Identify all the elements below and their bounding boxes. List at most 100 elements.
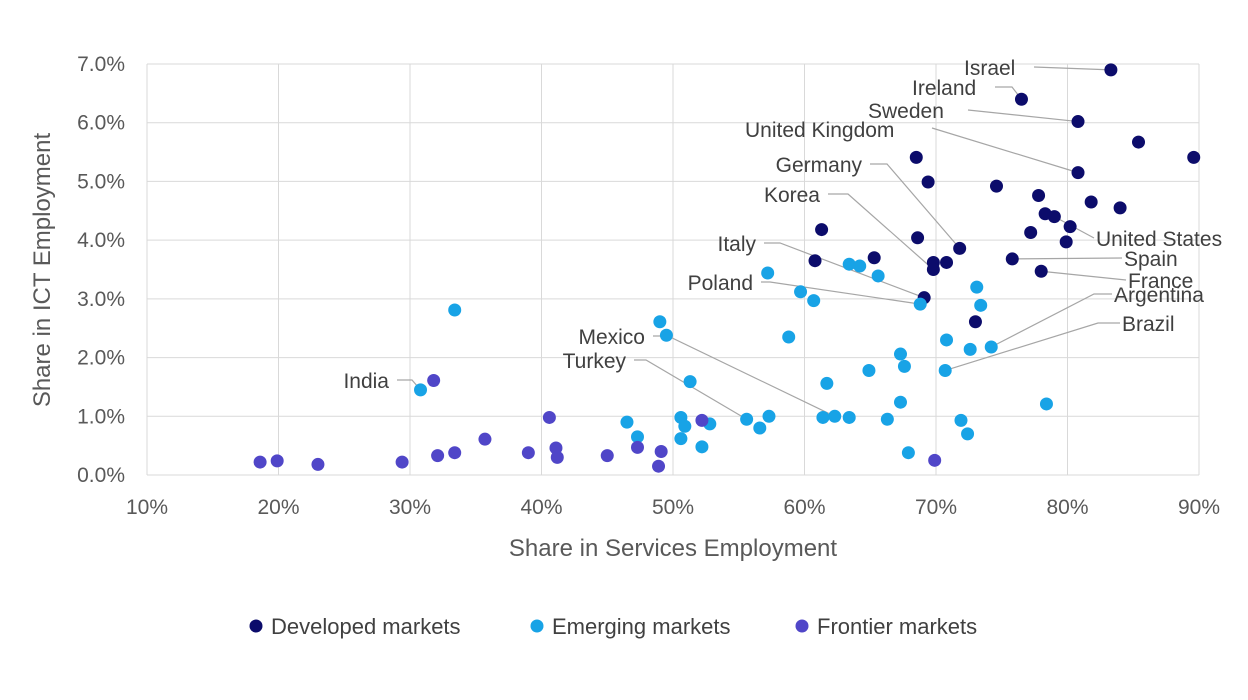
data-point xyxy=(521,446,535,460)
data-point xyxy=(954,413,968,427)
data-point xyxy=(1034,264,1048,278)
y-tick-label: 7.0% xyxy=(77,53,125,76)
data-point xyxy=(928,453,942,467)
annotation-label: Poland xyxy=(688,272,753,295)
y-tick-label: 4.0% xyxy=(77,229,125,252)
annotation-label: United States xyxy=(1096,228,1222,251)
data-point xyxy=(853,259,867,273)
annotation-leader xyxy=(764,242,925,299)
annotation-label: Brazil xyxy=(1122,313,1175,336)
data-point xyxy=(761,266,775,280)
data-point xyxy=(970,280,984,294)
data-point xyxy=(1132,135,1146,149)
data-point xyxy=(880,412,894,426)
x-tick-label: 80% xyxy=(1046,496,1088,519)
x-tick-label: 60% xyxy=(783,496,825,519)
legend-label: Emerging markets xyxy=(552,614,731,639)
gridlines xyxy=(146,63,1200,476)
data-point xyxy=(654,445,668,459)
data-point xyxy=(820,376,834,390)
x-tick-label: 50% xyxy=(652,496,694,519)
annotation-label: Italy xyxy=(717,233,756,256)
data-point xyxy=(1187,150,1201,164)
data-point xyxy=(311,457,325,471)
data-point xyxy=(674,432,688,446)
data-point xyxy=(431,449,445,463)
data-point xyxy=(620,415,634,429)
x-tick-label: 40% xyxy=(520,496,562,519)
data-point xyxy=(1071,115,1085,129)
data-point xyxy=(1084,195,1098,209)
data-point xyxy=(1047,210,1061,224)
data-point xyxy=(270,454,284,468)
data-point xyxy=(630,440,644,454)
data-point xyxy=(808,254,822,268)
annotation-leader xyxy=(945,322,1120,372)
annotation-label: Spain xyxy=(1124,248,1178,271)
annotation-leader xyxy=(990,293,1112,348)
data-point xyxy=(842,410,856,424)
data-point xyxy=(695,440,709,454)
data-point xyxy=(953,241,967,255)
data-point xyxy=(974,298,988,312)
data-point xyxy=(414,383,428,397)
x-axis-title: Share in Services Employment xyxy=(509,535,837,562)
data-point xyxy=(550,450,564,464)
data-point xyxy=(448,446,462,460)
x-tick-label: 30% xyxy=(389,496,431,519)
data-point xyxy=(893,347,907,361)
y-tick-label: 3.0% xyxy=(77,288,125,311)
data-point xyxy=(897,359,911,373)
data-point xyxy=(1014,92,1028,106)
annotation-label: Israel xyxy=(964,57,1015,80)
annotation-leader xyxy=(931,127,1079,174)
y-tick-label: 6.0% xyxy=(77,112,125,135)
y-tick-label: 2.0% xyxy=(77,347,125,370)
annotation-leader xyxy=(870,163,961,249)
data-point xyxy=(984,340,998,354)
data-point xyxy=(740,412,754,426)
data-point xyxy=(1032,189,1046,203)
legend-label: Frontier markets xyxy=(817,614,977,639)
data-point xyxy=(867,251,881,265)
annotation-leader xyxy=(1041,270,1127,281)
data-point xyxy=(940,255,954,269)
annotation-label: Mexico xyxy=(578,326,645,349)
legend-marker xyxy=(249,619,263,633)
data-point xyxy=(448,303,462,317)
data-point xyxy=(828,409,842,423)
data-point xyxy=(911,231,925,245)
data-point xyxy=(678,419,692,433)
data-point xyxy=(253,455,267,469)
data-point xyxy=(909,150,923,164)
data-point xyxy=(600,449,614,463)
data-point xyxy=(963,342,977,356)
annotation-label: Korea xyxy=(764,184,820,207)
data-point xyxy=(794,285,808,299)
data-point xyxy=(1024,226,1038,240)
data-point xyxy=(395,455,409,469)
data-point xyxy=(630,430,644,444)
data-point xyxy=(478,432,492,446)
annotation-leader xyxy=(1033,66,1111,71)
data-point xyxy=(1071,166,1085,180)
annotation-label: Sweden xyxy=(868,100,944,123)
data-point xyxy=(542,410,556,424)
data-point xyxy=(653,315,667,329)
x-axis-ticks: 10% 20% 30% 40% 50% 60% 70% 80% 90% xyxy=(126,496,1220,519)
data-point xyxy=(842,257,856,271)
y-axis-ticks: 0.0% 1.0% 2.0% 3.0% 4.0% 5.0% 6.0% 7.0% xyxy=(77,53,125,487)
data-point xyxy=(782,330,796,344)
annotation-label: United Kingdom xyxy=(745,119,894,142)
annotation-label: Turkey xyxy=(563,350,627,373)
data-point xyxy=(1059,235,1073,249)
data-point xyxy=(862,363,876,377)
data-point xyxy=(921,175,935,189)
x-tick-label: 90% xyxy=(1178,496,1220,519)
data-point xyxy=(427,373,441,387)
data-point xyxy=(652,459,666,473)
data-point xyxy=(753,421,767,435)
data-point xyxy=(1104,63,1118,77)
